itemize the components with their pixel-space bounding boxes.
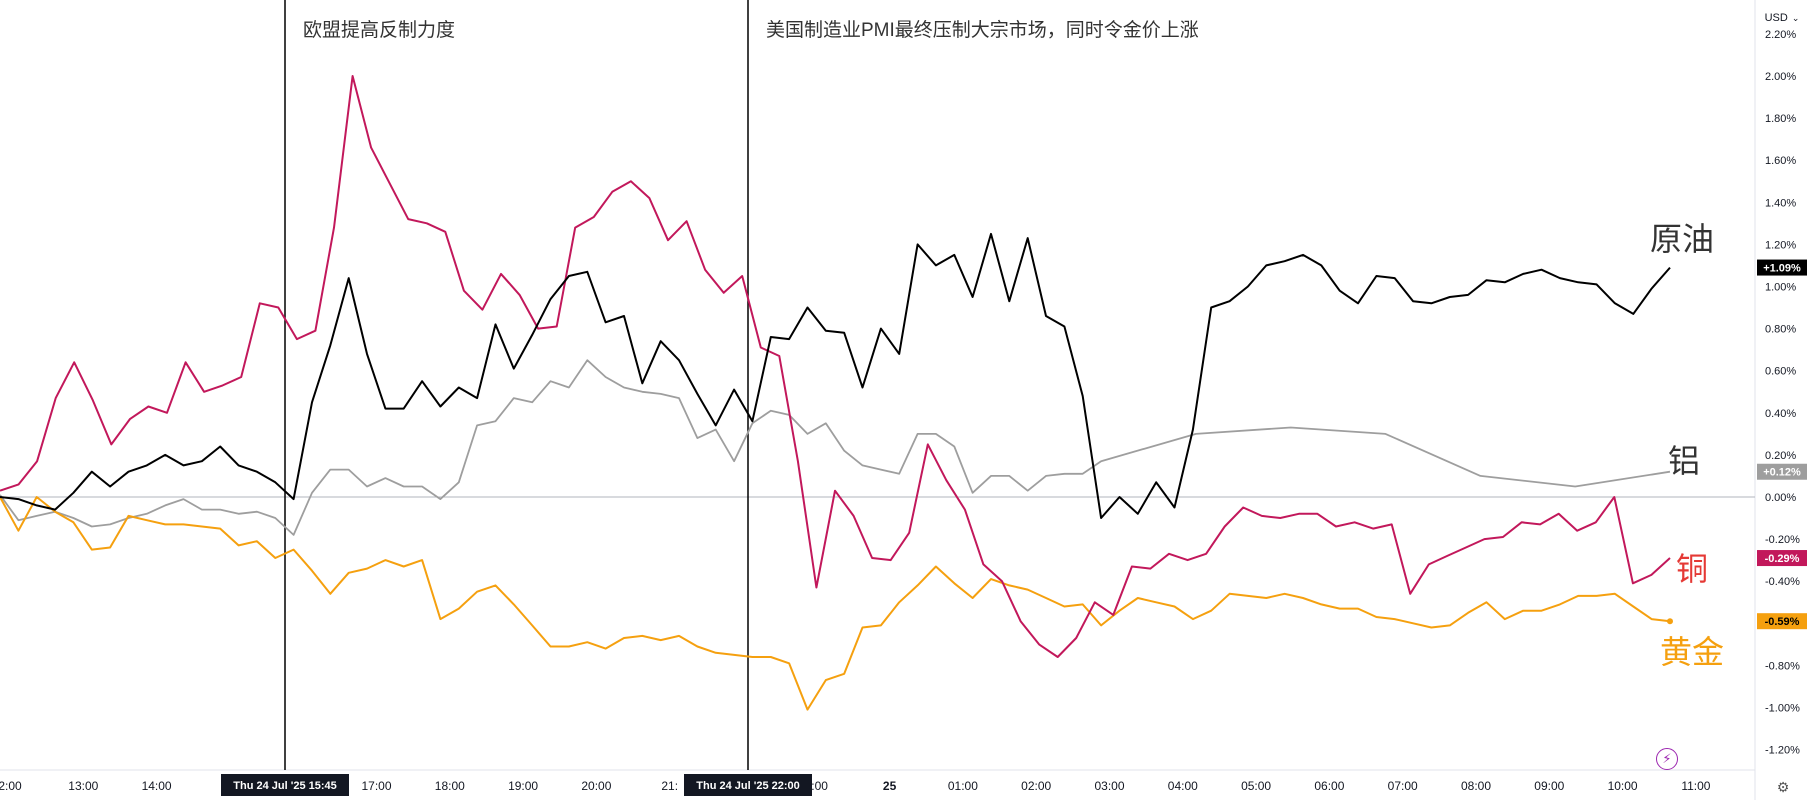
x-tick-label: 06:00 xyxy=(1314,779,1344,793)
currency-label: USD xyxy=(1764,12,1788,24)
y-tick-label: 0.20% xyxy=(1765,450,1796,462)
x-tick-label: 09:00 xyxy=(1534,779,1564,793)
x-tick-label: 14:00 xyxy=(142,779,172,793)
x-tick-label: 02:00 xyxy=(1021,779,1051,793)
x-tick-label: 2:00 xyxy=(0,779,22,793)
event-annotation: 美国制造业PMI最终压制大宗市场，同时令金价上涨 xyxy=(766,19,1199,41)
x-tick-label: 13:00 xyxy=(68,779,98,793)
series-name-label: 铜 xyxy=(1676,551,1708,587)
x-tick-label: 01:00 xyxy=(948,779,978,793)
series-name-label: 铝 xyxy=(1668,443,1700,479)
event-time-badge xyxy=(221,774,349,796)
y-tick-label: 2.00% xyxy=(1765,71,1796,83)
x-tick-label: 05:00 xyxy=(1241,779,1271,793)
chevron-down-icon: ⌄ xyxy=(1791,12,1800,23)
x-tick-label: 03:00 xyxy=(1094,779,1124,793)
series-line-0 xyxy=(0,232,1671,519)
last-value-badge xyxy=(1757,613,1807,630)
event-annotation: 欧盟提高反制力度 xyxy=(303,19,455,41)
x-tick-label: 07:00 xyxy=(1388,779,1418,793)
series-line-3 xyxy=(0,496,1671,711)
series-name-label: 黄金 xyxy=(1660,634,1724,670)
y-tick-label: 0.80% xyxy=(1765,324,1796,336)
x-tick-label: 08:00 xyxy=(1461,779,1491,793)
y-tick-label: -0.80% xyxy=(1765,660,1800,672)
y-tick-label: 1.00% xyxy=(1765,282,1796,294)
last-value-badge xyxy=(1757,463,1807,480)
x-tick-label: 10:00 xyxy=(1608,779,1638,793)
lightning-icon[interactable]: ⚡ xyxy=(1656,748,1678,770)
x-tick-label: 21: xyxy=(661,779,678,793)
x-tick-label: 11:00 xyxy=(1681,779,1710,793)
y-tick-label: 0.00% xyxy=(1765,492,1796,504)
series-name-label: 原油 xyxy=(1650,221,1714,257)
y-tick-label: 1.20% xyxy=(1765,239,1796,251)
x-tick-label: 04:00 xyxy=(1168,779,1198,793)
y-tick-label: -1.20% xyxy=(1765,745,1800,757)
x-tick-label: 18:00 xyxy=(435,779,465,793)
x-tick-label: 25 xyxy=(883,779,897,793)
currency-selector[interactable]: USD ⌄ xyxy=(1760,6,1804,30)
y-tick-label: 1.80% xyxy=(1765,113,1796,125)
series-line-2 xyxy=(0,359,1671,536)
x-tick-label: 19:00 xyxy=(508,779,538,793)
y-tick-label: 0.60% xyxy=(1765,366,1796,378)
last-value-label: +0.12% xyxy=(1763,467,1801,479)
y-tick-label: 1.60% xyxy=(1765,155,1796,167)
y-tick-label: -0.40% xyxy=(1765,576,1800,588)
last-value-label: -0.59% xyxy=(1765,616,1800,628)
last-value-badge xyxy=(1757,550,1807,567)
series-line-1 xyxy=(0,75,1671,658)
x-tick-label: 17:00 xyxy=(361,779,391,793)
last-value-label: -0.29% xyxy=(1765,553,1800,565)
gear-icon[interactable]: ⚙ xyxy=(1776,778,1790,795)
event-time-badge xyxy=(684,774,812,796)
series-end-dot xyxy=(1667,618,1673,625)
last-value-badge xyxy=(1757,259,1807,276)
last-value-label: +1.09% xyxy=(1763,263,1801,275)
x-tick-label: 20:00 xyxy=(581,779,611,793)
y-tick-label: -0.20% xyxy=(1765,534,1800,546)
event-time-label: Thu 24 Jul '25 22:00 xyxy=(696,780,800,792)
y-tick-label: 0.40% xyxy=(1765,408,1796,420)
event-time-label: Thu 24 Jul '25 15:45 xyxy=(233,780,337,792)
y-tick-label: -1.00% xyxy=(1765,703,1800,715)
y-tick-label: 1.40% xyxy=(1765,197,1796,209)
y-tick-label: 2.20% xyxy=(1765,29,1796,41)
